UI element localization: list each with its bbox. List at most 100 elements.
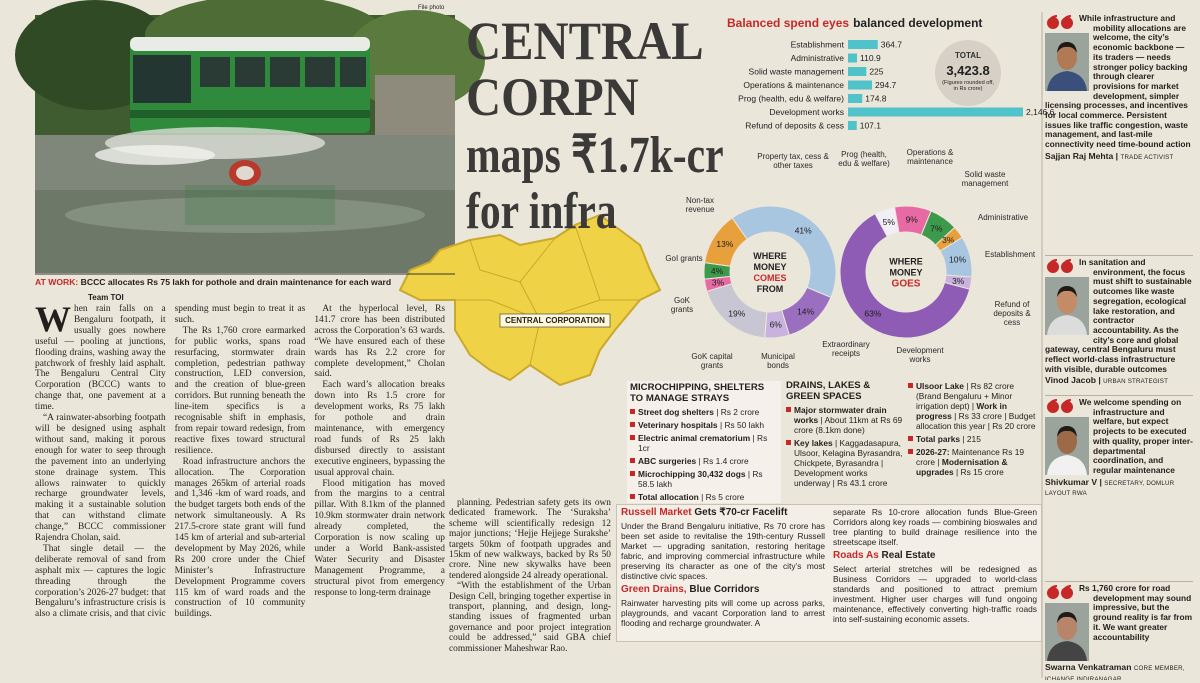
russell-box: Russell Market Gets ₹70-cr Facelift Under… <box>616 504 1042 642</box>
caption-text: BCCC allocates Rs 75 lakh for pothole an… <box>80 277 392 287</box>
box-title: MICROCHIPPING, SHELTERS TO MANAGE STRAYS <box>630 382 778 404</box>
map-label: CENTRAL CORPORATION <box>505 316 605 325</box>
news-photo <box>15 0 485 273</box>
segment-category: Administrative <box>977 213 1029 222</box>
item-label: 2026-27: <box>916 447 950 457</box>
headline-line: for infra <box>466 183 617 240</box>
segment-label: 3% <box>952 276 965 286</box>
item-list: Major stormwater drain works | About 11k… <box>786 405 904 488</box>
donut-center-text: COMES <box>753 273 786 283</box>
heading-black: Gets ₹70-cr Facelift <box>694 507 788 518</box>
heading-red: Russell Market <box>621 507 692 518</box>
quote-block: Rs 1,760 crore for road development may … <box>1045 584 1193 680</box>
bar-category: Administrative <box>791 53 845 63</box>
portrait-face <box>1057 428 1077 454</box>
item-list: Street dog shelters | Rs 2 crore Veterin… <box>630 407 778 502</box>
segment-category: Non-tax revenue <box>685 196 715 214</box>
title-line: GREEN SPACES <box>786 390 862 402</box>
donut-segment <box>839 213 971 339</box>
paragraph: “A rainwater-absorbing footpath will be … <box>35 413 166 544</box>
item-text: | About 11km at Rs 69 crore (8.1km done) <box>794 415 903 435</box>
bar-category: Operations & maintenance <box>743 80 844 90</box>
title-line: TO MANAGE STRAYS <box>630 392 730 404</box>
item-label: Total allocation <box>638 492 699 502</box>
quote-mark <box>1047 15 1073 29</box>
section-heading: Russell Market Gets ₹70-cr Facelift <box>621 507 825 519</box>
portrait-body <box>1047 315 1087 335</box>
item-text: | Rs 1cr <box>638 433 768 453</box>
quote-role: CORE MEMBER, ICHANGE INDIRANAGAR <box>1045 665 1185 680</box>
bar <box>848 40 878 49</box>
chart-title: Balanced spend eyes balanced development <box>727 16 982 30</box>
quote-text: Rs 1,760 crore for road development may … <box>1079 584 1193 642</box>
paragraph: When rain falls on a Bengaluru footpath,… <box>35 304 166 413</box>
quote-dot <box>1047 261 1059 273</box>
bar-value: 110.9 <box>860 53 881 63</box>
quote-attribution: Swarna Venkatraman CORE MEMBER, ICHANGE … <box>1045 662 1193 680</box>
quote-block: While infrastructure and mobility alloca… <box>1045 14 1193 254</box>
list-item: Ulsoor Lake | Rs 82 crore (Brand Bengalu… <box>908 381 1041 431</box>
segment-category: Property tax, cess & other taxes <box>757 152 829 170</box>
russell-col: separate Rs 10-crore allocation funds Bl… <box>833 507 1037 639</box>
title-line: MICROCHIPPING, SHELTERS <box>630 382 765 393</box>
bar <box>848 53 858 63</box>
portrait-hair <box>1057 286 1077 297</box>
paragraph: The Rs 1,760 crore earmarked for public … <box>174 325 306 456</box>
bar-value: 364.7 <box>881 40 903 50</box>
donut-segment <box>731 205 837 299</box>
segment-label: 10% <box>949 255 966 265</box>
list-item: Microchipping 30,432 dogs | Rs 58.5 lakh <box>630 469 778 489</box>
donut-center-text: MONEY <box>753 262 786 272</box>
total-value: 3,423.8 <box>946 63 989 78</box>
quote-dot <box>1061 261 1073 273</box>
segment-label: 3% <box>942 235 955 245</box>
segment-category: Municipal bonds <box>761 352 795 370</box>
section-text: Select arterial stretches will be redesi… <box>833 564 1037 624</box>
quote-dot <box>1061 401 1073 413</box>
portrait-hair <box>1057 42 1077 53</box>
quote-tail <box>1048 399 1071 406</box>
donut-center-text: GOES <box>892 279 921 290</box>
byline: Team TOI <box>88 293 124 302</box>
donut-center-text: FROM <box>757 284 784 294</box>
drains-box: DRAINS, LAKES & GREEN SPACES Major stormwa… <box>786 381 904 503</box>
quote-text: In sanitation and environment, the focus… <box>1045 258 1192 374</box>
donut-center-text: WHERE <box>753 251 787 261</box>
segment-category: Development works <box>896 346 944 364</box>
quote-attribution: Sajjan Raj Mehta | TRADE ACTIVIST <box>1045 151 1193 163</box>
total-note: (Figures rounded off, in Rs crore) <box>942 80 994 93</box>
photo-caption: AT WORK: BCCC allocates Rs 75 lakh for p… <box>35 277 455 287</box>
title-part: balanced development <box>853 16 982 30</box>
segment-label: 14% <box>797 306 814 316</box>
list-item: Electric animal crematorium | Rs 1cr <box>630 433 778 453</box>
quote-tail <box>1048 585 1071 592</box>
headline-line: maps ₹1.7k-cr <box>466 127 724 184</box>
list-item: Veterinary hospitals | Rs 50 lakh <box>630 420 778 430</box>
quote-block: In sanitation and environment, the focus… <box>1045 258 1193 394</box>
paragraph: Flood mitigation has moved from the marg… <box>314 478 445 598</box>
title-line: DRAINS, LAKES & <box>786 381 871 391</box>
section-heading: Roads As Real Estate <box>833 550 1037 562</box>
total-badge <box>935 40 1001 106</box>
donut-hole <box>867 233 945 311</box>
quote-role: SECRETARY, DOMLUR LAYOUT RWA <box>1045 479 1175 498</box>
segment-category: Operations & maintenance <box>906 148 954 166</box>
list-item: Street dog shelters | Rs 2 crore <box>630 407 778 417</box>
headline-line: CENTRAL <box>466 11 704 71</box>
item-label: Work in progress <box>916 401 1007 421</box>
paragraph: Each ward’s allocation breaks down into … <box>314 380 445 478</box>
bar <box>848 67 867 76</box>
item-label: Veterinary hospitals <box>638 420 718 430</box>
photo-credit: File photo <box>418 5 445 11</box>
quote-block: We welcome spending on infrastructure an… <box>1045 398 1193 580</box>
item-label: ABC surgeries <box>638 456 697 466</box>
segment-category: Prog (health, edu & welfare) <box>838 150 890 168</box>
bar-value: 2,146.6 <box>1026 107 1055 117</box>
donut-segment <box>704 217 748 267</box>
paragraph: That single detail — the deliberate remo… <box>35 304 306 620</box>
title-part: Balanced spend eyes <box>727 16 849 30</box>
quote-role: TRADE ACTIVIST <box>1120 153 1174 161</box>
lakes-box: Ulsoor Lake | Rs 82 crore (Brand Bengalu… <box>908 381 1041 503</box>
segment-category: Extraordinary receipts <box>822 340 870 358</box>
